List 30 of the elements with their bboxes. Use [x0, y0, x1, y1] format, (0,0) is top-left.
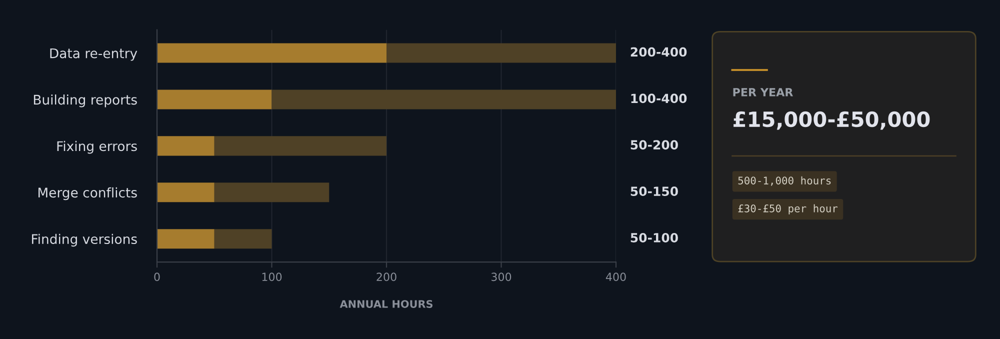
y-tick-label: Building reports [34, 94, 137, 108]
text: 50-100 [630, 232, 678, 242]
bar [157, 229, 214, 249]
bar [214, 136, 386, 156]
y-tick-label: Fixing errors [57, 140, 137, 154]
text: £30-£50 per hour [738, 204, 838, 214]
x-tick-label: 400 [606, 272, 626, 282]
bar [386, 43, 616, 63]
y-tick-label: Finding versions [32, 234, 137, 247]
text: PER YEAR [733, 88, 794, 96]
x-tick-label: 0 [154, 272, 160, 282]
text: 200-400 [630, 47, 687, 57]
bar [157, 182, 214, 202]
x-tick-label: 300 [491, 272, 512, 282]
text: 100-400 [631, 94, 687, 104]
text: £15,000-£50,000 [734, 111, 930, 130]
y-tick-label: Merge conflicts [38, 187, 137, 200]
y-tick-label: Data re-entry [50, 48, 138, 61]
bar [157, 90, 272, 110]
text: 50-200 [630, 140, 678, 150]
bar [157, 43, 386, 63]
bar [214, 182, 330, 202]
x-axis-title: ANNUAL HOURS [340, 300, 432, 308]
x-tick-label: 200 [376, 272, 396, 282]
x-tick-label: 100 [262, 272, 282, 282]
bar [157, 136, 214, 156]
bar [214, 229, 272, 249]
text: 50-150 [630, 186, 678, 196]
bar [272, 90, 616, 110]
text: 500-1,000 hours [738, 176, 831, 186]
